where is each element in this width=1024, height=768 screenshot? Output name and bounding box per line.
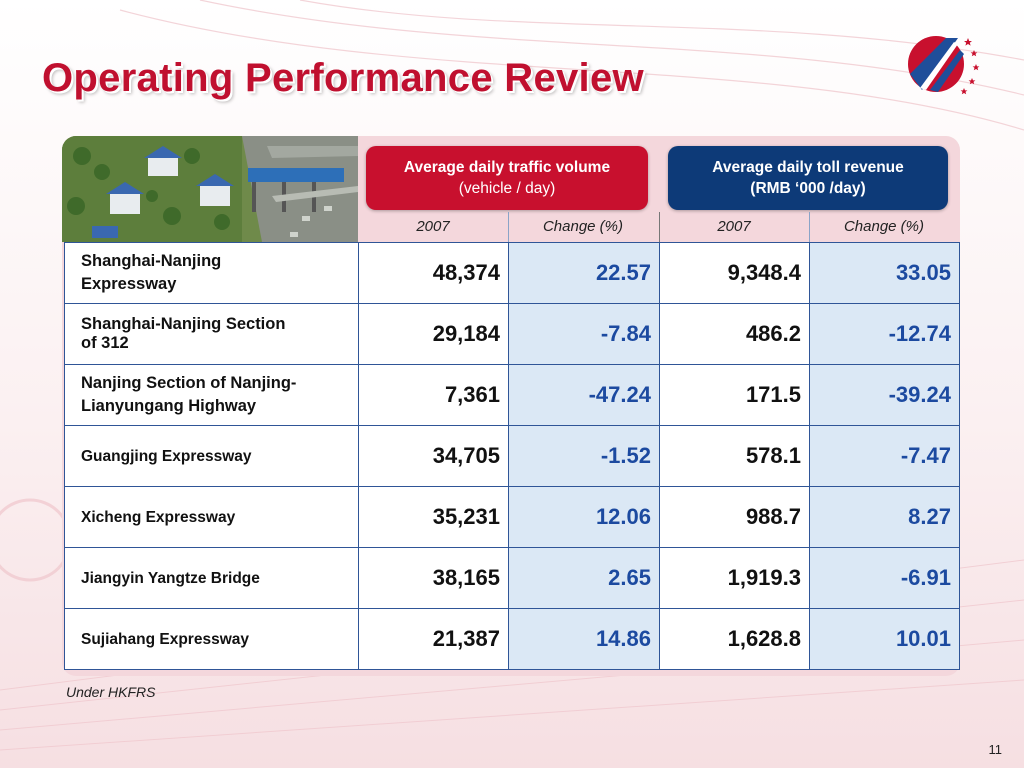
row-name-line: Shanghai-Nanjing Section (81, 315, 286, 333)
traffic-volume-header: Average daily traffic volume (vehicle / … (366, 146, 648, 210)
traffic-cell: 38,165 (358, 547, 509, 609)
subheader-traffic-year: 2007 (416, 218, 450, 235)
performance-table: Shanghai-Nanjing Expressway 48,374 22.57 … (64, 242, 960, 670)
toll-revenue-title: Average daily toll revenue (712, 159, 904, 176)
subheader-revenue-change: Change (%) (843, 218, 925, 235)
traffic-change-cell: -1.52 (508, 425, 660, 487)
row-name-line: Guangjing Expressway (81, 447, 252, 465)
footnote: Under HKFRS (66, 684, 156, 700)
revenue-cell: 1,919.3 (659, 547, 810, 609)
table-row: Guangjing Expressway 34,705 -1.52 578.1 … (64, 425, 960, 487)
traffic-volume-unit: (vehicle / day) (458, 180, 556, 197)
page-title: Operating Performance Review (42, 56, 644, 100)
subheader-divider (809, 212, 810, 242)
traffic-cell: 7,361 (358, 364, 509, 426)
traffic-change-cell: 22.57 (508, 242, 660, 304)
subheader-traffic-change: Change (%) (542, 218, 624, 235)
traffic-cell: 34,705 (358, 425, 509, 487)
toll-revenue-unit: (RMB ‘000 /day) (750, 180, 866, 197)
revenue-change-cell: 33.05 (809, 242, 960, 304)
toll-station-photo (62, 136, 358, 242)
table-row: Nanjing Section of Nanjing- Lianyungang H… (64, 364, 960, 426)
table-row: Shanghai-Nanjing Section of 312 29,184 -7… (64, 303, 960, 365)
traffic-change-cell: -7.84 (508, 303, 660, 365)
revenue-change-cell: -39.24 (809, 364, 960, 426)
table-row: Shanghai-Nanjing Expressway 48,374 22.57 … (64, 242, 960, 304)
row-name-line: Nanjing Section of Nanjing- (81, 374, 297, 392)
row-name-line: of 312 (81, 334, 129, 352)
traffic-cell: 21,387 (358, 608, 509, 670)
revenue-change-cell: -7.47 (809, 425, 960, 487)
row-name-cell: Xicheng Expressway (64, 486, 359, 548)
row-name-cell: Nanjing Section of Nanjing- Lianyungang H… (64, 364, 359, 426)
subheader-divider (508, 212, 509, 242)
traffic-change-cell: 2.65 (508, 547, 660, 609)
subheader-divider (659, 212, 660, 242)
row-name-cell: Sujiahang Expressway (64, 608, 359, 670)
revenue-cell: 486.2 (659, 303, 810, 365)
traffic-cell: 29,184 (358, 303, 509, 365)
traffic-cell: 48,374 (358, 242, 509, 304)
row-name-line: Jiangyin Yangtze Bridge (81, 569, 260, 587)
table-row: Xicheng Expressway 35,231 12.06 988.7 8.… (64, 486, 960, 548)
row-name-cell: Jiangyin Yangtze Bridge (64, 547, 359, 609)
traffic-change-cell: 12.06 (508, 486, 660, 548)
revenue-change-cell: 8.27 (809, 486, 960, 548)
traffic-cell: 35,231 (358, 486, 509, 548)
revenue-change-cell: 10.01 (809, 608, 960, 670)
toll-revenue-header: Average daily toll revenue (RMB ‘000 /da… (668, 146, 948, 210)
subheader-revenue-year: 2007 (717, 218, 751, 235)
row-name-cell: Shanghai-Nanjing Expressway (64, 242, 359, 304)
revenue-change-cell: -12.74 (809, 303, 960, 365)
row-name-cell: Guangjing Expressway (64, 425, 359, 487)
revenue-cell: 578.1 (659, 425, 810, 487)
revenue-cell: 9,348.4 (659, 242, 810, 304)
company-logo-icon (908, 36, 980, 95)
table-row: Sujiahang Expressway 21,387 14.86 1,628.… (64, 608, 960, 670)
row-name-line: Lianyungang Highway (81, 397, 257, 415)
row-name-cell: Shanghai-Nanjing Section of 312 (64, 303, 359, 365)
traffic-change-cell: -47.24 (508, 364, 660, 426)
row-name-line: Xicheng Expressway (81, 508, 236, 526)
table-row: Jiangyin Yangtze Bridge 38,165 2.65 1,91… (64, 547, 960, 609)
traffic-change-cell: 14.86 (508, 608, 660, 670)
revenue-cell: 988.7 (659, 486, 810, 548)
row-name-line: Expressway (81, 275, 177, 293)
traffic-volume-title: Average daily traffic volume (403, 159, 611, 176)
revenue-cell: 1,628.8 (659, 608, 810, 670)
revenue-cell: 171.5 (659, 364, 810, 426)
revenue-change-cell: -6.91 (809, 547, 960, 609)
row-name-line: Sujiahang Expressway (81, 630, 249, 648)
page-number: 11 (988, 742, 1003, 757)
row-name-line: Shanghai-Nanjing (81, 252, 222, 270)
